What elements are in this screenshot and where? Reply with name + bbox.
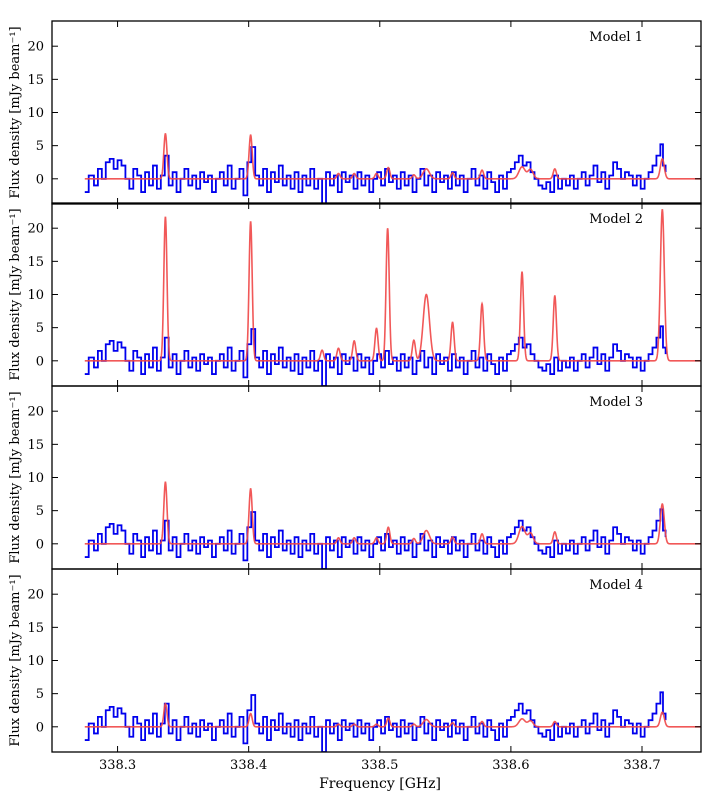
x-tick-label: 338.4: [230, 758, 267, 773]
y-tick-label: 0: [36, 720, 44, 735]
y-tick-label: 20: [27, 222, 44, 237]
panel-title: Model 4: [589, 578, 643, 593]
panel-title: Model 2: [589, 212, 643, 227]
y-tick-label: 20: [27, 588, 44, 603]
model-spectrum-line: [84, 702, 701, 728]
x-tick-label: 338.6: [492, 758, 529, 773]
panel-title: Model 3: [589, 395, 643, 410]
plot-area: [84, 691, 701, 752]
observed-spectrum-line: [84, 143, 667, 204]
x-axis-label: Frequency [GHz]: [319, 776, 441, 792]
y-tick-label: 0: [36, 354, 44, 369]
panel-title: Model 1: [589, 30, 643, 45]
y-axis-label: Flux density [mJy beam⁻¹]: [8, 26, 23, 198]
panels-group: 0 5 10 15 20 Model 1 Flux density [mJy beam⁻¹]…: [8, 20, 702, 773]
plot-area: [84, 133, 701, 204]
panel-1: 0 5 10 15 20 Model 1 Flux density [mJy beam⁻¹]: [8, 20, 702, 205]
observed-spectrum-line: [84, 691, 667, 752]
y-tick-label: 15: [27, 73, 44, 88]
x-tick-label: 338.7: [623, 758, 660, 773]
plot-area: [84, 481, 701, 569]
model-spectrum-line: [84, 481, 701, 545]
y-axis-label: Flux density [mJy beam⁻¹]: [8, 208, 23, 380]
y-tick-label: 5: [36, 321, 44, 336]
panel-4: 0 5 10 15 20 Model 4 Flux density [mJy beam⁻¹]: [8, 568, 702, 753]
model-spectrum-line: [84, 209, 701, 362]
y-tick-label: 5: [36, 504, 44, 519]
y-tick-label: 5: [36, 139, 44, 154]
y-tick-label: 15: [27, 255, 44, 270]
panel-2: 0 5 10 15 20 Model 2 Flux density [mJy beam⁻¹]: [8, 202, 702, 387]
y-tick-label: 15: [27, 438, 44, 453]
y-axis-label: Flux density [mJy beam⁻¹]: [8, 574, 23, 746]
y-tick-label: 10: [27, 654, 44, 669]
y-tick-label: 20: [27, 40, 44, 55]
y-tick-label: 5: [36, 687, 44, 702]
y-axis-label: Flux density [mJy beam⁻¹]: [8, 391, 23, 563]
y-tick-label: 10: [27, 106, 44, 121]
y-tick-label: 10: [27, 471, 44, 486]
y-tick-label: 0: [36, 172, 44, 187]
model-spectrum-line: [84, 133, 701, 180]
observed-spectrum-line: [84, 508, 667, 569]
observed-spectrum-line: [84, 325, 667, 386]
y-tick-label: 20: [27, 405, 44, 420]
y-tick-label: 0: [36, 537, 44, 552]
y-tick-label: 10: [27, 288, 44, 303]
panel-3: 0 5 10 15 20 Model 3 Flux density [mJy beam⁻¹]: [8, 385, 702, 570]
y-tick-label: 15: [27, 621, 44, 636]
plot-area: [84, 209, 701, 386]
x-tick-label: 338.5: [361, 758, 398, 773]
x-tick-label: 338.3: [99, 758, 136, 773]
